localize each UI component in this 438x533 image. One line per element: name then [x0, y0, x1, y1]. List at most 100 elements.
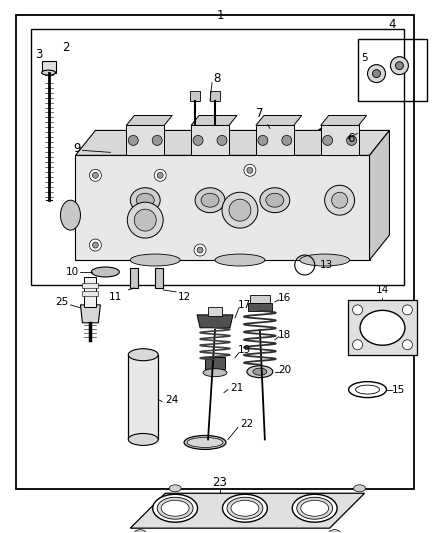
Bar — [82, 291, 99, 296]
Ellipse shape — [136, 193, 154, 207]
Circle shape — [258, 135, 268, 146]
Ellipse shape — [169, 485, 181, 492]
Text: 25: 25 — [55, 297, 68, 307]
Ellipse shape — [266, 193, 284, 207]
Circle shape — [194, 244, 206, 256]
Circle shape — [229, 199, 251, 221]
Bar — [248, 303, 272, 311]
Ellipse shape — [130, 188, 160, 213]
Circle shape — [89, 239, 101, 251]
Bar — [31, 29, 404, 285]
Circle shape — [282, 135, 292, 146]
Circle shape — [403, 305, 413, 315]
Ellipse shape — [184, 435, 226, 449]
Circle shape — [92, 172, 99, 178]
Bar — [42, 61, 56, 72]
Text: 6: 6 — [348, 132, 355, 145]
Text: 10: 10 — [65, 267, 78, 277]
Polygon shape — [191, 125, 229, 155]
Polygon shape — [126, 125, 164, 155]
Ellipse shape — [260, 188, 290, 213]
Bar — [210, 91, 220, 101]
Text: 3: 3 — [35, 47, 42, 61]
Text: 19: 19 — [238, 345, 251, 355]
Circle shape — [346, 135, 357, 146]
Circle shape — [134, 209, 156, 231]
Ellipse shape — [128, 349, 158, 361]
Ellipse shape — [215, 254, 265, 266]
Circle shape — [157, 172, 163, 178]
Text: 23: 23 — [212, 477, 227, 489]
Polygon shape — [81, 305, 100, 323]
Text: 16: 16 — [278, 293, 291, 303]
Circle shape — [247, 167, 253, 173]
Polygon shape — [197, 315, 233, 328]
Circle shape — [396, 62, 403, 70]
Ellipse shape — [128, 433, 158, 446]
Bar — [85, 277, 96, 307]
Ellipse shape — [297, 497, 332, 519]
Ellipse shape — [328, 530, 341, 533]
Bar — [190, 91, 200, 101]
Polygon shape — [348, 300, 417, 355]
Polygon shape — [75, 155, 370, 260]
Ellipse shape — [360, 310, 405, 345]
Ellipse shape — [157, 497, 193, 519]
Circle shape — [390, 56, 408, 75]
Bar — [82, 283, 99, 288]
Bar — [279, 136, 291, 144]
Ellipse shape — [130, 254, 180, 266]
Bar — [155, 268, 163, 288]
Polygon shape — [130, 493, 364, 528]
Text: 8: 8 — [213, 72, 220, 85]
Bar — [16, 15, 414, 489]
Ellipse shape — [195, 188, 225, 213]
Polygon shape — [370, 131, 389, 260]
Circle shape — [372, 70, 381, 78]
Text: 2: 2 — [62, 41, 69, 54]
Bar — [264, 124, 276, 132]
Circle shape — [403, 340, 413, 350]
Ellipse shape — [60, 200, 81, 230]
Circle shape — [197, 247, 203, 253]
Text: 21: 21 — [230, 383, 243, 393]
Text: 13: 13 — [320, 260, 333, 270]
Text: 5: 5 — [361, 53, 368, 63]
Ellipse shape — [161, 500, 189, 516]
Circle shape — [193, 135, 203, 146]
Ellipse shape — [353, 485, 366, 492]
Text: 24: 24 — [165, 394, 178, 405]
Text: 7: 7 — [256, 108, 264, 120]
Bar — [205, 357, 225, 369]
Ellipse shape — [42, 70, 56, 75]
Ellipse shape — [253, 368, 267, 375]
Ellipse shape — [231, 500, 259, 516]
Ellipse shape — [187, 438, 223, 447]
Ellipse shape — [300, 254, 350, 266]
Text: 14: 14 — [376, 285, 389, 295]
Ellipse shape — [153, 494, 198, 522]
Polygon shape — [321, 125, 359, 155]
Circle shape — [154, 169, 166, 181]
Circle shape — [92, 242, 99, 248]
Circle shape — [222, 192, 258, 228]
Ellipse shape — [247, 366, 273, 378]
Circle shape — [244, 164, 256, 176]
Circle shape — [367, 64, 385, 83]
Text: 22: 22 — [240, 419, 253, 430]
Polygon shape — [256, 116, 302, 125]
Polygon shape — [126, 116, 172, 125]
Text: 20: 20 — [278, 365, 291, 375]
Text: 12: 12 — [178, 292, 191, 302]
Bar — [208, 307, 222, 316]
Circle shape — [332, 192, 348, 208]
Bar — [130, 268, 138, 288]
Text: 1: 1 — [216, 9, 224, 22]
Text: 9: 9 — [73, 142, 81, 155]
Circle shape — [353, 340, 363, 350]
Ellipse shape — [92, 267, 119, 277]
Bar — [357, 39, 427, 101]
Circle shape — [323, 135, 332, 146]
Ellipse shape — [292, 494, 337, 522]
Ellipse shape — [203, 369, 227, 377]
